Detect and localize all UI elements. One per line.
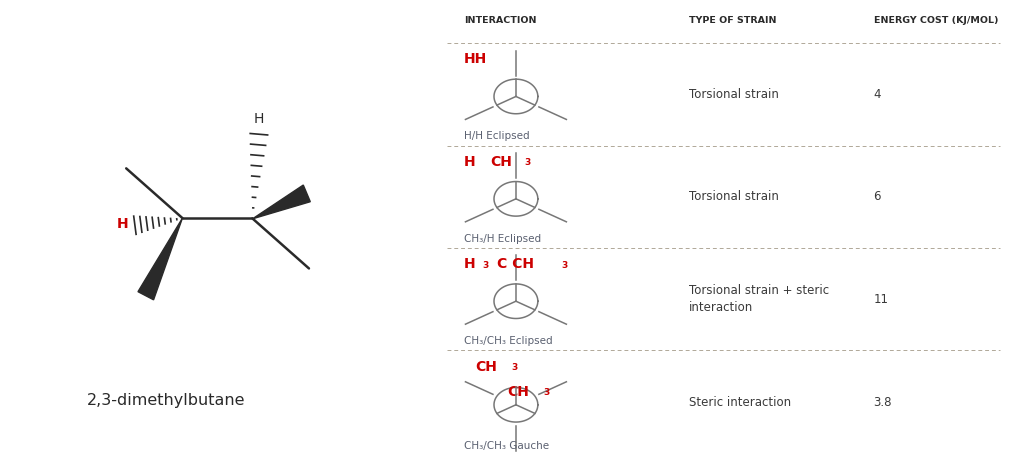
Text: H: H bbox=[117, 217, 128, 231]
Text: 3: 3 bbox=[511, 364, 517, 372]
Text: CH₃/H Eclipsed: CH₃/H Eclipsed bbox=[463, 234, 541, 244]
Text: 6: 6 bbox=[872, 190, 881, 203]
Text: C CH: C CH bbox=[497, 257, 534, 271]
Text: INTERACTION: INTERACTION bbox=[463, 16, 536, 25]
Text: CH: CH bbox=[475, 360, 497, 374]
Text: ENERGY COST (KJ/MOL): ENERGY COST (KJ/MOL) bbox=[872, 16, 997, 25]
Text: HH: HH bbox=[463, 52, 486, 66]
Text: H: H bbox=[463, 257, 475, 271]
Text: H: H bbox=[254, 112, 264, 126]
Text: Torsional strain + steric
interaction: Torsional strain + steric interaction bbox=[688, 284, 828, 314]
Text: 3.8: 3.8 bbox=[872, 396, 891, 409]
Text: 3: 3 bbox=[524, 158, 531, 167]
Text: 2,3-dimethylbutane: 2,3-dimethylbutane bbox=[87, 393, 246, 408]
Text: Torsional strain: Torsional strain bbox=[688, 190, 778, 203]
Text: Torsional strain: Torsional strain bbox=[688, 88, 778, 101]
Text: 4: 4 bbox=[872, 88, 881, 101]
Text: CH₃/CH₃ Eclipsed: CH₃/CH₃ Eclipsed bbox=[463, 336, 552, 346]
Text: TYPE OF STRAIN: TYPE OF STRAIN bbox=[688, 16, 775, 25]
Text: 3: 3 bbox=[543, 389, 549, 397]
Text: CH: CH bbox=[507, 385, 529, 399]
Text: Steric interaction: Steric interaction bbox=[688, 396, 791, 409]
Polygon shape bbox=[253, 185, 310, 219]
Text: 11: 11 bbox=[872, 293, 888, 306]
Text: 3: 3 bbox=[560, 261, 566, 270]
Text: H: H bbox=[463, 155, 475, 169]
Text: CH: CH bbox=[489, 155, 512, 169]
Polygon shape bbox=[137, 218, 182, 300]
Text: CH₃/CH₃ Gauche: CH₃/CH₃ Gauche bbox=[463, 440, 549, 450]
Text: H/H Eclipsed: H/H Eclipsed bbox=[463, 131, 529, 142]
Text: 3: 3 bbox=[482, 261, 488, 270]
